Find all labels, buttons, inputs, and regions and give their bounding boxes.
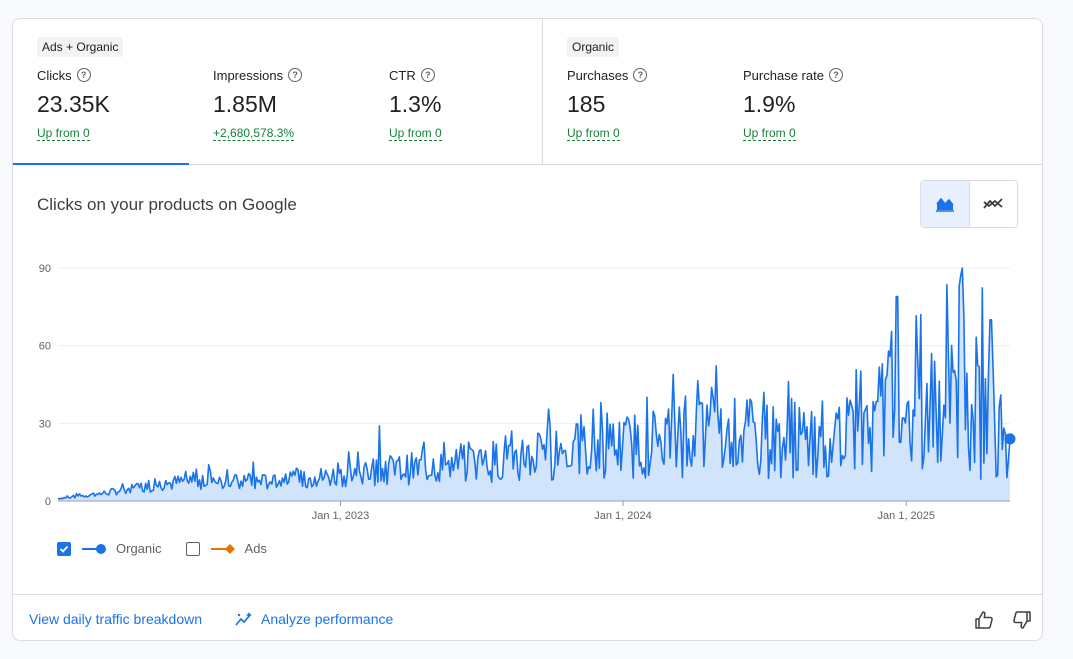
clicks-label: Clicks — [37, 67, 72, 83]
trend-chart-button[interactable] — [970, 181, 1018, 227]
help-icon[interactable]: ? — [828, 68, 843, 82]
ads-organic-tag: Ads + Organic — [37, 37, 124, 57]
clicks-metric[interactable]: Clicks? 23.35K Up from 0 — [37, 67, 207, 142]
organic-last-point[interactable] — [1004, 433, 1016, 445]
x-tick-label: Jan 1, 2023 — [312, 510, 370, 522]
selected-metric-indicator — [13, 163, 189, 165]
legend-ads-label: Ads — [244, 541, 267, 556]
purchase-rate-value: 1.9% — [743, 91, 796, 117]
check-icon — [59, 545, 69, 553]
area-chart-button[interactable] — [921, 181, 970, 227]
performance-card: Ads + Organic Clicks? 23.35K Up from 0 I… — [12, 18, 1043, 641]
y-tick-label: 30 — [39, 418, 51, 430]
help-icon[interactable]: ? — [420, 68, 435, 82]
organic-checkbox[interactable] — [57, 541, 71, 556]
impressions-label: Impressions — [213, 67, 284, 83]
card-footer: View daily traffic breakdown Analyze per… — [13, 594, 1042, 640]
view-daily-traffic-label: View daily traffic breakdown — [29, 611, 203, 627]
clicks-value: 23.35K — [37, 91, 110, 117]
ads-swatch-icon — [210, 543, 235, 554]
impressions-change[interactable]: +2,680,578.3% — [213, 126, 295, 141]
clicks-area-chart[interactable]: 0 30 60 90 Jan 1, 2023 Jan 1, 2024 Jan 1, 202… — [13, 249, 1043, 539]
ctr-value: 1.3% — [389, 91, 442, 117]
x-tick-label: Jan 1, 2025 — [878, 510, 936, 522]
x-tick-label: Jan 1, 2024 — [594, 510, 652, 522]
thumbs-down-icon — [1013, 611, 1031, 629]
y-tick-label: 0 — [45, 496, 51, 508]
impressions-metric[interactable]: Impressions? 1.85M +2,680,578.3% — [213, 67, 383, 142]
legend-organic-label: Organic — [116, 541, 162, 556]
purchases-metric[interactable]: Purchases? 185 Up from 0 — [567, 67, 737, 142]
impressions-value: 1.85M — [213, 91, 277, 117]
organic-area — [58, 268, 1010, 501]
ads-checkbox[interactable] — [185, 541, 200, 556]
organic-tag: Organic — [567, 37, 620, 57]
ctr-label: CTR — [389, 67, 416, 83]
purchase-rate-label: Purchase rate — [743, 67, 824, 83]
ctr-metric[interactable]: CTR? 1.3% Up from 0 — [389, 67, 559, 142]
organic-group: Organic Purchases? 185 Up from 0 Purchas… — [542, 19, 1042, 164]
chart-view-toggle — [920, 180, 1018, 228]
organic-swatch-icon — [82, 543, 106, 554]
metrics-bar: Ads + Organic Clicks? 23.35K Up from 0 I… — [13, 19, 1042, 165]
purchases-value: 185 — [567, 91, 606, 117]
trend-chart-icon — [983, 198, 1003, 209]
organic-line — [57, 267, 1011, 500]
purchases-label: Purchases — [567, 67, 629, 83]
ads-organic-group: Ads + Organic Clicks? 23.35K Up from 0 I… — [13, 19, 541, 165]
legend-item-organic[interactable]: Organic — [57, 541, 162, 556]
area-chart-icon — [935, 197, 954, 212]
y-tick-label: 90 — [39, 263, 51, 275]
purchase-rate-change[interactable]: Up from 0 — [743, 126, 796, 141]
analyze-performance-label: Analyze performance — [261, 611, 394, 627]
purchase-rate-metric[interactable]: Purchase rate? 1.9% Up from 0 — [743, 67, 913, 142]
chart-title: Clicks on your products on Google — [37, 195, 297, 214]
legend-item-ads[interactable]: Ads — [185, 541, 267, 556]
analyze-sparkle-icon — [235, 612, 252, 626]
thumbs-up-icon — [975, 611, 993, 629]
ctr-change[interactable]: Up from 0 — [389, 126, 442, 141]
thumbs-up-button[interactable] — [973, 609, 995, 631]
view-daily-traffic-link[interactable]: View daily traffic breakdown — [29, 611, 202, 627]
help-icon[interactable]: ? — [76, 68, 91, 82]
y-tick-label: 60 — [39, 341, 51, 353]
chart-legend: Organic Ads — [57, 541, 291, 556]
thumbs-down-button[interactable] — [1011, 609, 1033, 631]
purchases-change[interactable]: Up from 0 — [567, 126, 620, 141]
help-icon[interactable]: ? — [633, 68, 648, 82]
clicks-change[interactable]: Up from 0 — [37, 126, 90, 141]
help-icon[interactable]: ? — [288, 68, 303, 82]
analyze-performance-link[interactable]: Analyze performance — [235, 611, 393, 627]
